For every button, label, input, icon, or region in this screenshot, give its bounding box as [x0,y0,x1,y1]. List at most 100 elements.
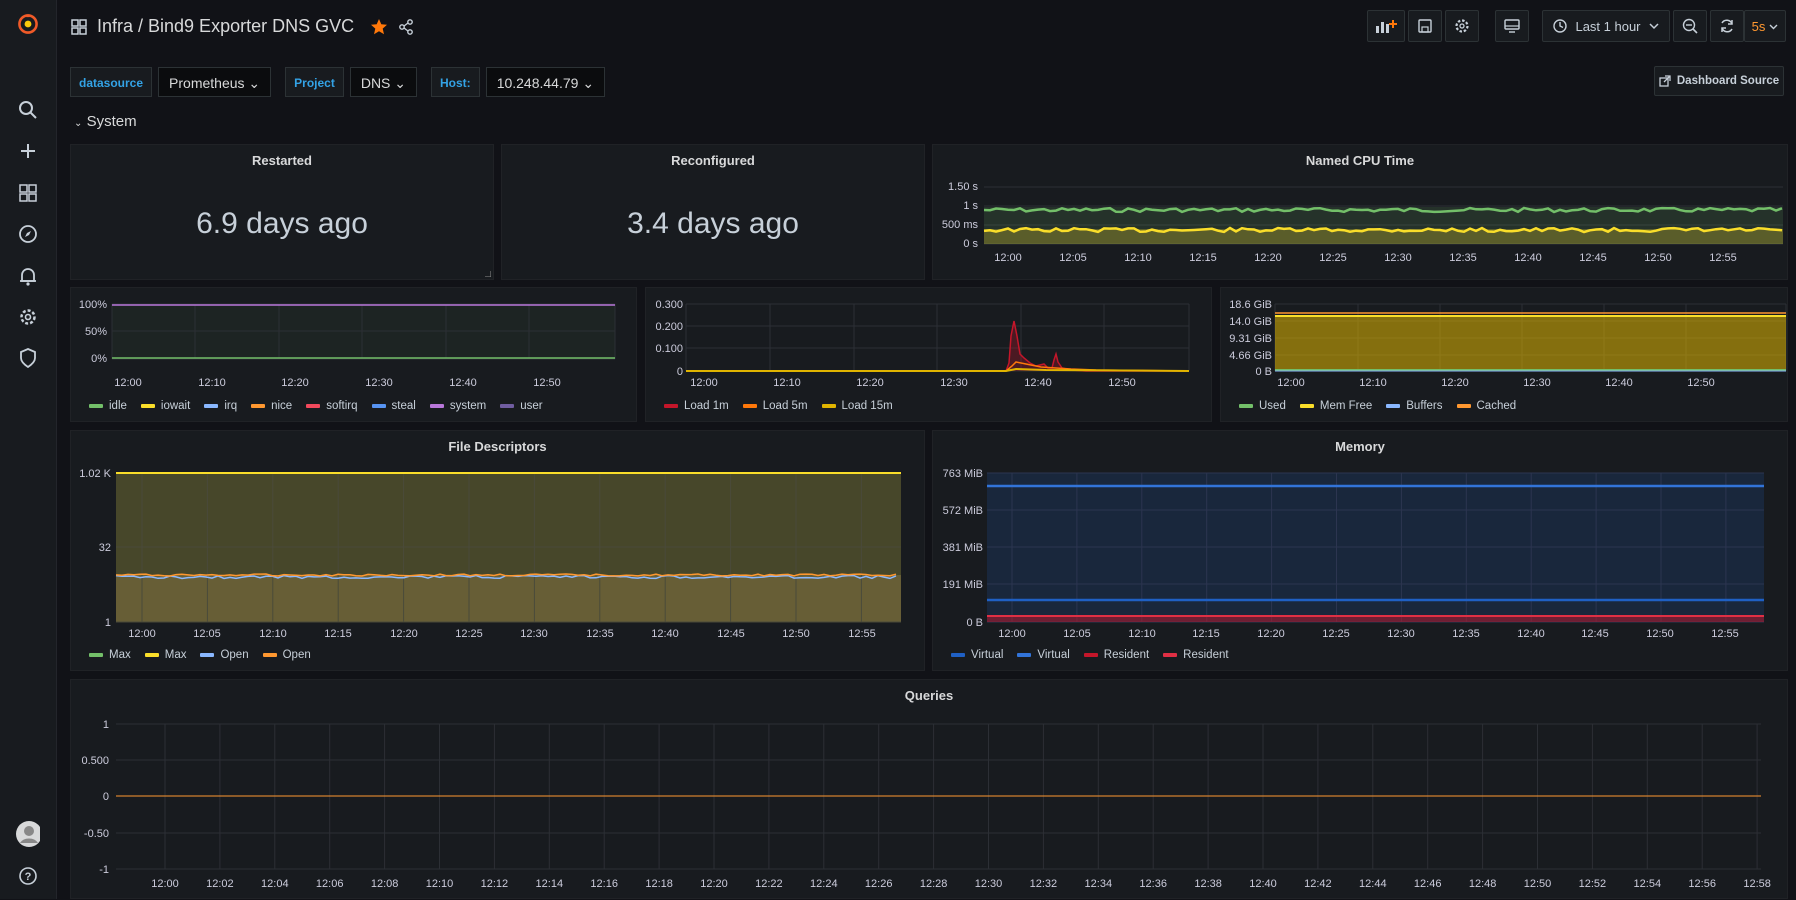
tick-label: 12:20 [1257,628,1285,640]
row-system[interactable]: ⌄ System [74,113,137,130]
tick-label: 500 ms [942,219,979,231]
panel-queries[interactable]: Queries 1 0.500 0 -0.50 -1 12:00 12:02 12:… [70,679,1788,899]
zoom-out-button[interactable] [1673,10,1707,42]
panel-reconfigured[interactable]: Reconfigured 3.4 days ago [501,144,925,280]
legend-label: Max [109,649,131,661]
legend-item[interactable]: Open [200,649,249,661]
legend-item[interactable]: Load 5m [742,400,808,412]
legend-item[interactable]: iowait [140,400,190,412]
legend-label: Open [220,649,249,661]
legend-swatch [1299,404,1314,408]
tick-label: 12:46 [1414,878,1442,890]
chevron-down-icon: ⌄ [582,75,595,91]
legend-item[interactable]: softirq [306,400,358,412]
legend-item[interactable]: Cached [1456,400,1516,412]
refresh-button[interactable] [1710,10,1744,42]
panel-named-cpu-time[interactable]: Named CPU Time 1.50 s 1 s 500 ms 0 s 12:… [932,144,1788,280]
legend-item[interactable]: Mem Free [1299,400,1372,412]
variable-value: 10.248.44.79 [496,75,579,91]
breadcrumb[interactable]: Infra / Bind9 Exporter DNS GVC [97,16,355,36]
save-dashboard-button[interactable] [1408,10,1442,42]
legend-swatch [1239,404,1253,408]
legend-swatch [140,404,155,408]
share-icon[interactable] [398,18,414,35]
plus-icon[interactable] [16,139,40,163]
dashboards-icon[interactable] [16,181,40,205]
legend-item[interactable]: nice [251,400,292,412]
legend-item[interactable]: Max [144,649,186,661]
legend-item[interactable]: irq [204,400,237,412]
help-icon[interactable]: ? [16,864,40,888]
legend-item[interactable]: steal [371,400,416,412]
variable-select-datasource[interactable]: Prometheus ⌄ [158,67,272,97]
legend-label: steal [391,400,416,412]
tick-label: 12:05 [193,628,221,640]
shield-icon[interactable] [16,346,40,370]
tick-label: 12:20 [281,377,309,389]
x-axis: 12:00 12:05 12:10 12:15 12:20 12:25 12:3… [994,252,1737,264]
resize-handle-icon[interactable] [485,271,491,277]
dashboard-source-button[interactable]: Dashboard Source [1654,66,1784,96]
series-line-cpu-total [983,206,1783,214]
time-range-picker[interactable]: Last 1 hour [1542,10,1670,42]
star-icon[interactable] [370,18,388,36]
legend-item[interactable]: Buffers [1386,400,1443,412]
search-icon[interactable] [16,98,40,122]
variable-label-datasource: datasource [70,67,153,97]
legend-item[interactable]: system [429,400,486,412]
legend-item[interactable]: Load 15m [821,400,893,412]
dashboard-grid-icon [71,18,87,35]
svg-text:?: ? [25,871,32,883]
legend-item[interactable]: Resident [1163,649,1229,661]
legend-item[interactable]: Max [89,649,131,661]
tick-label: 12:30 [1387,628,1415,640]
variable-select-host[interactable]: 10.248.44.79 ⌄ [485,67,606,97]
legend-item[interactable]: Virtual [951,649,1003,661]
legend: idle iowait irq nice softirq steal syste… [89,400,543,412]
variable-select-project[interactable]: DNS ⌄ [349,67,418,97]
tick-label: 12:10 [1359,377,1387,389]
tick-label: -0.50 [84,828,109,840]
panel-system-memory[interactable]: 18.6 GiB 14.0 GiB 9.31 GiB 4.66 GiB 0 B … [1220,287,1788,422]
tick-label: 572 MiB [943,505,983,517]
legend-item[interactable]: Resident [1083,649,1149,661]
tick-label: 12:15 [1192,628,1220,640]
legend-item[interactable]: Used [1239,400,1286,412]
legend: Used Mem Free Buffers Cached [1239,400,1516,412]
legend-swatch [306,404,321,408]
refresh-interval-picker[interactable]: 5s [1744,10,1786,42]
stat-value: 3.4 days ago [627,207,799,240]
gear-icon [1455,19,1469,33]
avatar[interactable] [16,821,40,847]
tick-label: 12:10 [426,878,454,890]
legend-label: user [520,400,543,412]
dashboard-title: Infra / Bind9 Exporter DNS GVC [71,16,414,37]
tv-mode-button[interactable] [1495,10,1529,42]
dashboard-settings-button[interactable] [1445,10,1479,42]
y-axis: 1.02 K 32 1 [79,468,111,629]
tick-label: 12:20 [1254,252,1282,264]
tick-label: 0% [91,353,107,365]
grafana-logo-icon[interactable] [16,12,40,36]
add-panel-icon [1376,20,1397,33]
panel-restarted[interactable]: Restarted 6.9 days ago [70,144,494,280]
legend-item[interactable]: Virtual [1017,649,1070,661]
tick-label: 12:38 [1194,878,1222,890]
add-panel-button[interactable] [1367,10,1405,42]
legend-item[interactable]: idle [89,400,127,412]
explore-compass-icon[interactable] [16,222,40,246]
legend-label: softirq [326,400,358,412]
tick-label: 0 B [966,617,983,629]
panel-cpu-modes[interactable]: 100% 50% 0% 12:00 12:10 12:20 12:30 12:4… [70,287,637,422]
legend-item[interactable]: Load 1m [664,400,729,412]
grid [984,186,1783,245]
panel-memory[interactable]: Memory 763 MiB 572 MiB 381 MiB 191 MiB 0… [932,430,1788,671]
panel-file-descriptors[interactable]: File Descriptors 1.02 K 32 1 12:00 12:05… [70,430,925,671]
configuration-gear-icon[interactable] [16,305,40,329]
legend-item[interactable]: Open [262,649,311,661]
alerting-bell-icon[interactable] [16,264,40,288]
legend-item[interactable]: user [500,400,543,412]
tick-label: 1 s [963,200,978,212]
panel-load[interactable]: 0.300 0.200 0.100 0 12:00 12:10 12:20 12… [645,287,1212,422]
legend-label: Load 5m [762,400,808,412]
